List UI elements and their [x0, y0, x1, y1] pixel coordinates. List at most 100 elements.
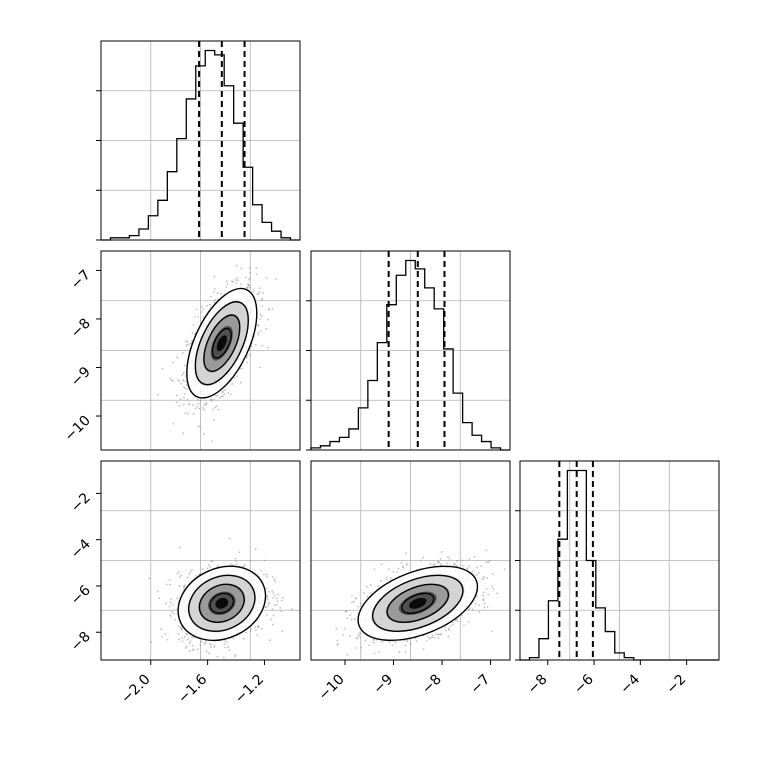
sample-point — [351, 595, 353, 597]
sample-point — [461, 614, 463, 617]
sample-point — [179, 626, 182, 629]
sample-point — [378, 651, 380, 653]
sample-point — [275, 597, 278, 600]
sample-point — [202, 316, 205, 319]
sample-point — [224, 389, 227, 391]
sample-point — [265, 276, 268, 279]
sample-point — [188, 642, 191, 645]
sample-point — [357, 605, 360, 608]
sample-point — [475, 573, 478, 576]
sample-point — [190, 568, 193, 571]
sample-point — [259, 366, 262, 369]
sample-point — [406, 562, 409, 565]
sample-point — [170, 611, 173, 613]
sample-point — [229, 563, 232, 566]
sample-point — [213, 419, 215, 421]
sample-point — [247, 284, 250, 287]
sample-point — [359, 632, 361, 635]
sample-point — [188, 572, 191, 575]
sample-point — [183, 585, 185, 588]
sample-point — [277, 593, 279, 596]
sample-point — [192, 412, 195, 415]
sample-point — [205, 401, 208, 404]
sample-point — [403, 639, 406, 642]
sample-point — [400, 561, 403, 564]
sample-point — [463, 624, 465, 627]
sample-point — [273, 594, 276, 597]
sample-point — [234, 653, 237, 656]
sample-point — [271, 623, 274, 626]
sample-point — [192, 404, 194, 406]
sample-point — [203, 643, 206, 645]
density-group — [356, 565, 479, 642]
sample-point — [256, 293, 259, 296]
sample-point — [366, 585, 368, 588]
sample-point — [172, 612, 175, 615]
sample-point — [261, 344, 264, 347]
sample-point — [161, 636, 164, 638]
sample-point — [217, 408, 220, 411]
sample-point — [402, 566, 405, 569]
sample-point — [444, 629, 447, 632]
sample-point — [242, 637, 245, 640]
sample-point — [175, 401, 178, 404]
sample-point — [189, 570, 192, 573]
sample-point — [448, 627, 450, 630]
sample-point — [184, 647, 187, 649]
sample-point — [209, 566, 212, 568]
sample-point — [168, 605, 171, 608]
sample-point — [471, 570, 474, 573]
sample-point — [281, 596, 284, 599]
density-group — [186, 287, 258, 400]
sample-point — [201, 305, 203, 308]
sample-point — [259, 318, 262, 320]
sample-point — [192, 649, 194, 651]
histogram-panel-1 — [310, 250, 511, 451]
sample-point — [273, 578, 276, 581]
sample-point — [239, 283, 242, 286]
sample-point — [440, 551, 443, 553]
sample-point — [231, 280, 234, 283]
sample-point — [239, 381, 242, 384]
sample-point — [486, 606, 489, 608]
sample-point — [491, 573, 494, 576]
sample-point — [258, 291, 261, 293]
sample-point — [203, 408, 206, 411]
sample-point — [208, 303, 211, 306]
sample-point — [492, 588, 495, 590]
sample-point — [255, 273, 258, 276]
sample-point — [456, 618, 458, 621]
sample-point — [267, 318, 270, 321]
sample-point — [372, 641, 375, 644]
sample-point — [148, 577, 151, 580]
density-contour-2 — [386, 583, 450, 623]
sample-point — [279, 607, 282, 609]
sample-point — [272, 596, 275, 599]
sample-point — [216, 655, 219, 658]
density-contour-1 — [188, 574, 256, 632]
sample-point — [448, 557, 451, 560]
sample-point — [404, 650, 407, 653]
sample-point — [437, 637, 440, 639]
sample-point — [235, 282, 238, 285]
sample-point — [485, 549, 488, 552]
density-contour-0 — [357, 565, 479, 642]
sample-point — [349, 614, 352, 616]
sample-point — [346, 653, 349, 656]
sample-point — [355, 647, 358, 649]
sample-point — [197, 425, 200, 428]
sample-point — [392, 571, 395, 573]
sample-point — [405, 563, 408, 566]
sample-point — [208, 642, 211, 645]
sample-point — [197, 402, 200, 405]
sample-point — [240, 267, 243, 270]
sample-point — [485, 561, 487, 564]
sample-point — [422, 648, 425, 650]
density-contour-1 — [371, 574, 464, 632]
y-tick-label: −7 — [68, 267, 94, 293]
density-fill-4 — [216, 335, 227, 352]
panel-border — [310, 460, 511, 661]
sample-point — [225, 286, 228, 289]
sample-point — [203, 433, 206, 435]
sample-point — [220, 395, 223, 398]
